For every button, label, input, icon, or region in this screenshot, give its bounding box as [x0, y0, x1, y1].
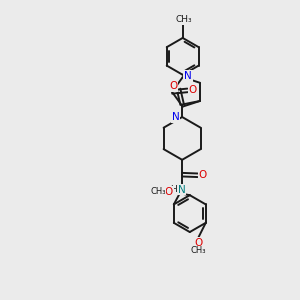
Text: N: N [184, 71, 192, 81]
Text: O: O [169, 81, 177, 91]
Text: O: O [188, 85, 196, 95]
Text: CH₃: CH₃ [190, 246, 206, 255]
Text: O: O [194, 238, 202, 248]
Text: CH₃: CH₃ [150, 187, 166, 196]
Text: O: O [199, 170, 207, 180]
Text: CH₃: CH₃ [175, 15, 192, 24]
Text: N: N [172, 112, 179, 122]
Text: H: H [170, 185, 177, 194]
Text: O: O [165, 187, 173, 196]
Text: N: N [178, 184, 185, 194]
